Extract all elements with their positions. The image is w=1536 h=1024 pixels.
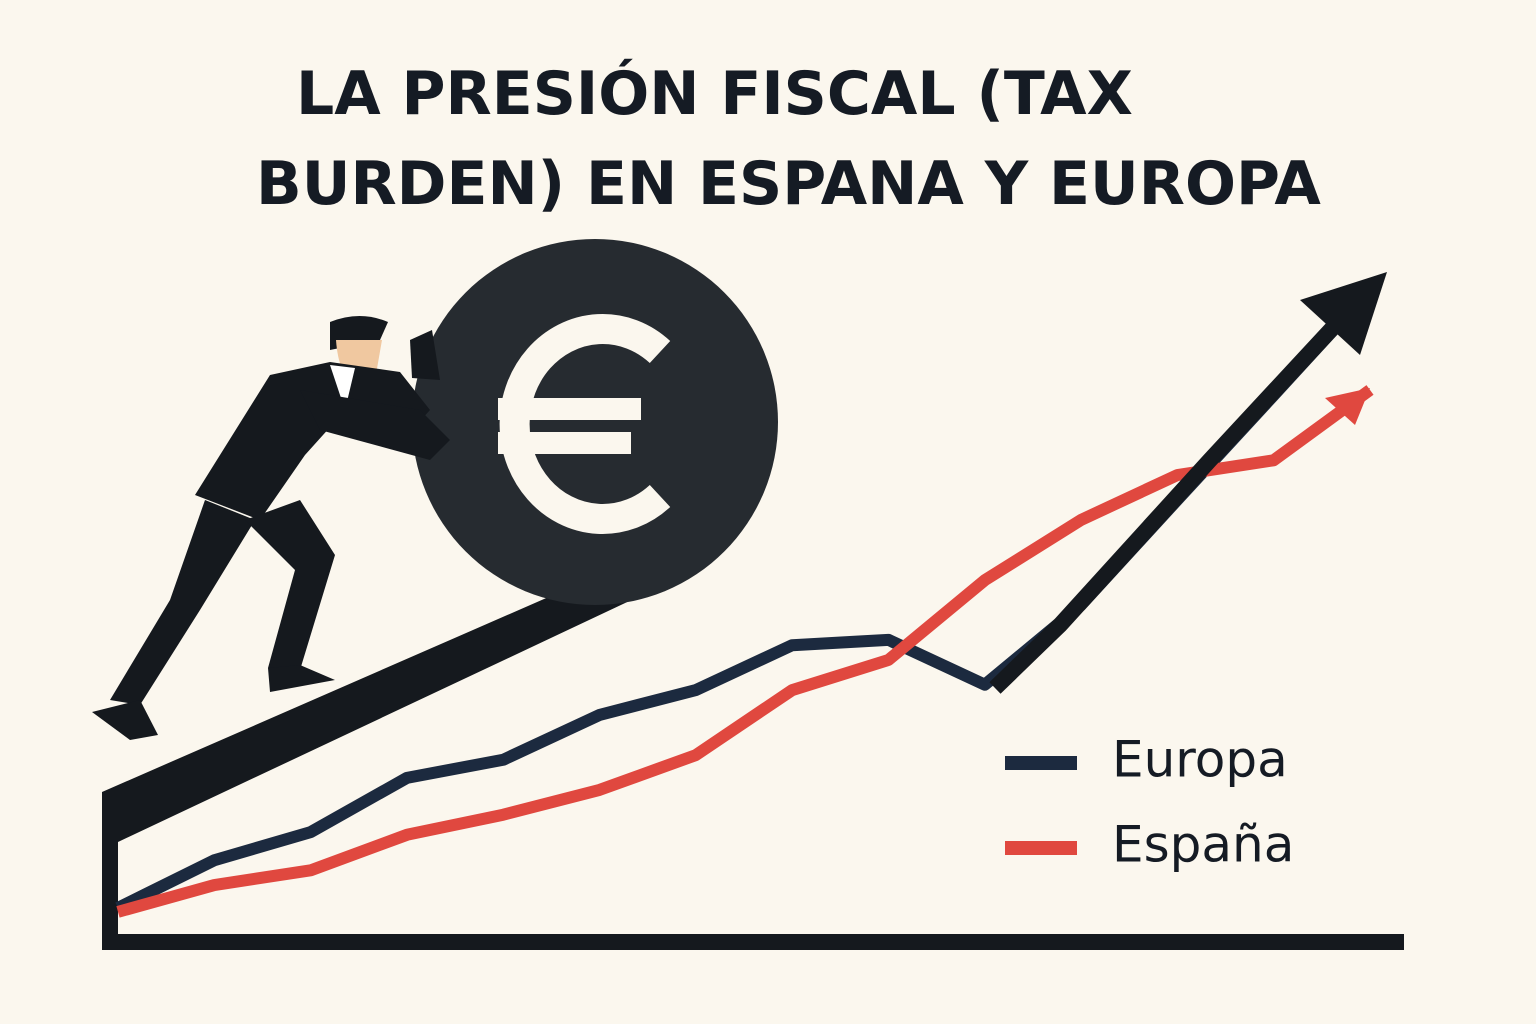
euro-sign [499,314,671,534]
arrow-head [1325,388,1370,425]
series-line [116,385,1374,918]
euro-bar [498,432,631,454]
trend-arrow [989,314,1346,694]
legend-label: España [1112,816,1294,874]
x-axis [102,934,1404,950]
chart-title: LA PRESIÓN FISCAL (TAX [296,58,1133,129]
businessman [92,316,450,740]
y-axis [102,792,118,944]
legend-label: Europa [1112,731,1288,789]
arrow-head [1300,272,1387,355]
chart-title: BURDEN) EN ESPANA Y EUROPA [256,149,1321,219]
coin [412,239,778,605]
ramp [102,592,640,930]
legend: Europa España [1005,731,1294,874]
euro-bar [498,398,641,420]
